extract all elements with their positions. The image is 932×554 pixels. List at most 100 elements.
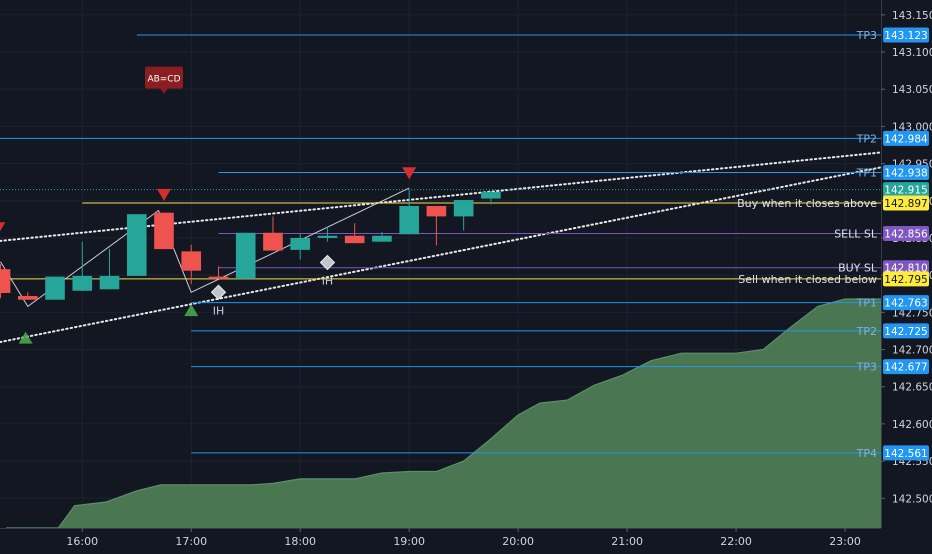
candle[interactable]: [399, 189, 419, 235]
lower-channel: [0, 166, 882, 344]
price-tick-label: 142.700: [892, 345, 932, 357]
price-badge-text: 142.984: [884, 133, 928, 145]
price-tick-label: 143.000: [892, 121, 932, 133]
time-tick-label: 21:00: [611, 535, 643, 548]
price-tick-label: 143.100: [892, 47, 932, 59]
price-badge-box: [883, 165, 929, 181]
price-badge-box: [883, 226, 929, 242]
price-tick-label: 142.600: [892, 419, 932, 431]
price-badge-box: [883, 195, 929, 211]
candle-body[interactable]: [208, 276, 229, 279]
price-badge-tp1-lower[interactable]: 142.763: [883, 295, 929, 311]
candle[interactable]: [317, 226, 338, 242]
price-badge-tp4-lower[interactable]: 142.561: [883, 445, 929, 461]
price-badge-tp2-lower[interactable]: 142.725: [883, 323, 929, 339]
candle[interactable]: [208, 266, 229, 279]
level-label-tp2-lower: TP2: [856, 325, 877, 338]
price-badge-tp3-lower[interactable]: 142.677: [883, 359, 929, 375]
candle[interactable]: [181, 244, 202, 285]
price-badge-box: [883, 271, 929, 287]
candle-body[interactable]: [344, 235, 365, 244]
candle-body[interactable]: [126, 214, 147, 276]
price-badge-text: 142.763: [884, 298, 927, 310]
price-badge-box: [883, 27, 929, 43]
price-tick-label: 142.750: [892, 307, 932, 319]
marker-diamond-ih-2[interactable]: [319, 254, 336, 271]
candle-body[interactable]: [426, 205, 447, 217]
candle[interactable]: [481, 191, 501, 205]
time-tick-label: 16:00: [66, 535, 98, 548]
pivot-low-marker: [184, 304, 199, 317]
candle-body[interactable]: [154, 212, 174, 250]
price-badge-tp2-upper[interactable]: 142.984: [883, 130, 929, 146]
level-label-buy-entry: Buy when it closes above: [737, 197, 877, 210]
price-badge-sell-entry[interactable]: 142.795: [883, 271, 929, 287]
candle-body[interactable]: [372, 235, 392, 242]
level-label-tp4-lower: TP4: [856, 447, 877, 460]
candle[interactable]: [263, 216, 283, 251]
pattern-badge[interactable]: AB=CD: [144, 66, 183, 94]
pivot-high-marker: [156, 188, 171, 201]
price-badge-text: 142.561: [884, 448, 927, 460]
marker-label-ih-1: IH: [213, 304, 225, 317]
candle[interactable]: [17, 292, 38, 300]
price-badge-box: [883, 130, 929, 146]
candle[interactable]: [344, 223, 365, 244]
time-tick-label: 22:00: [720, 535, 752, 548]
pivot-low-marker: [18, 331, 33, 344]
pattern-badge-label: AB=CD: [147, 75, 180, 85]
price-badge-box: [883, 359, 929, 375]
candle[interactable]: [126, 214, 147, 276]
marker-diamond-ih-1[interactable]: [210, 284, 227, 300]
price-badge-tp3-upper[interactable]: 143.123: [883, 27, 929, 43]
candle[interactable]: [235, 232, 256, 279]
pattern-badge-pointer: [159, 88, 168, 94]
candle-body[interactable]: [453, 200, 474, 217]
price-badge-buy-entry[interactable]: 142.897: [883, 195, 929, 211]
price-tick-label: 143.050: [892, 84, 932, 96]
candle[interactable]: [72, 241, 93, 291]
pattern-badge-box: [144, 66, 183, 89]
price-badge-text: 142.725: [884, 326, 927, 338]
price-badge-sell-sl[interactable]: 142.856: [883, 226, 929, 242]
candle[interactable]: [154, 212, 174, 250]
candle-body[interactable]: [0, 269, 11, 294]
candle[interactable]: [426, 205, 447, 246]
candle-body[interactable]: [72, 275, 93, 291]
candle[interactable]: [0, 264, 11, 299]
candle-body[interactable]: [99, 275, 120, 290]
price-tick-label: 143.150: [892, 10, 932, 22]
time-tick-label: 23:00: [829, 535, 861, 548]
candle-body[interactable]: [235, 232, 256, 279]
candle-body[interactable]: [17, 295, 38, 300]
candle[interactable]: [372, 232, 392, 242]
candle-body[interactable]: [317, 235, 338, 238]
candle-body[interactable]: [481, 191, 501, 199]
price-badge-tp1-upper[interactable]: 142.938: [883, 165, 929, 181]
candle-body[interactable]: [263, 232, 283, 251]
level-label-tp3-upper: TP3: [856, 29, 877, 42]
pivot-high-marker: [0, 222, 6, 232]
price-badge-box: [883, 323, 929, 339]
price-badge-text: 142.915: [884, 185, 927, 197]
zigzag-line: [0, 187, 410, 308]
level-label-sell-sl: SELL SL: [834, 228, 878, 241]
candle[interactable]: [99, 249, 120, 290]
marker-label-ih-2: IH: [322, 275, 334, 288]
area-series-line: [6, 298, 881, 529]
candle[interactable]: [453, 200, 474, 231]
time-tick-label: 20:00: [502, 535, 534, 548]
time-tick-label: 17:00: [175, 535, 207, 548]
candle-body[interactable]: [181, 251, 202, 271]
time-tick-label: 19:00: [393, 535, 425, 548]
price-badge-text: 142.795: [884, 274, 927, 286]
candle-body[interactable]: [290, 237, 311, 250]
candle-body[interactable]: [45, 276, 65, 300]
candle[interactable]: [45, 276, 65, 300]
area-series-fill: [6, 299, 881, 528]
candle-body[interactable]: [399, 205, 419, 235]
candle[interactable]: [290, 233, 311, 260]
upper-channel: [0, 151, 882, 242]
